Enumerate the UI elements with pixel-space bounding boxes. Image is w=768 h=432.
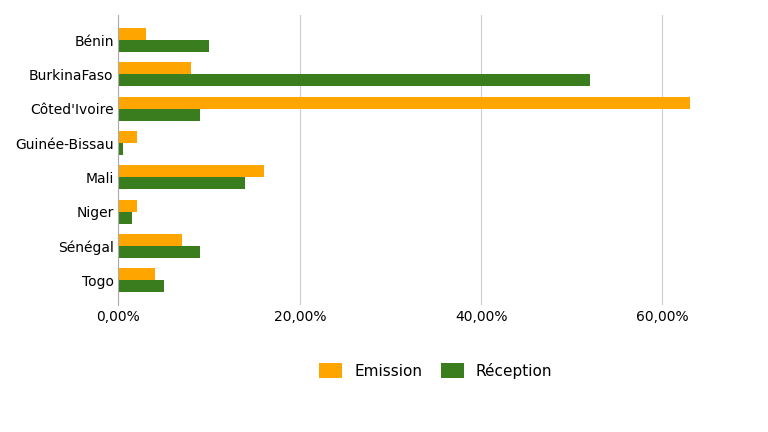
Bar	[118, 131, 137, 143]
Bar	[118, 200, 137, 212]
Bar	[118, 63, 191, 74]
Bar	[118, 97, 690, 109]
Bar	[118, 177, 246, 189]
Bar	[118, 212, 132, 224]
Bar	[118, 28, 146, 40]
Bar	[118, 143, 123, 155]
Bar	[118, 109, 200, 121]
Bar	[118, 74, 590, 86]
Bar	[118, 246, 200, 258]
Bar	[118, 40, 209, 52]
Bar	[118, 234, 182, 246]
Bar	[118, 280, 164, 292]
Bar	[118, 268, 154, 280]
Legend: Emission, Réception: Emission, Réception	[313, 356, 558, 385]
Bar	[118, 165, 263, 177]
